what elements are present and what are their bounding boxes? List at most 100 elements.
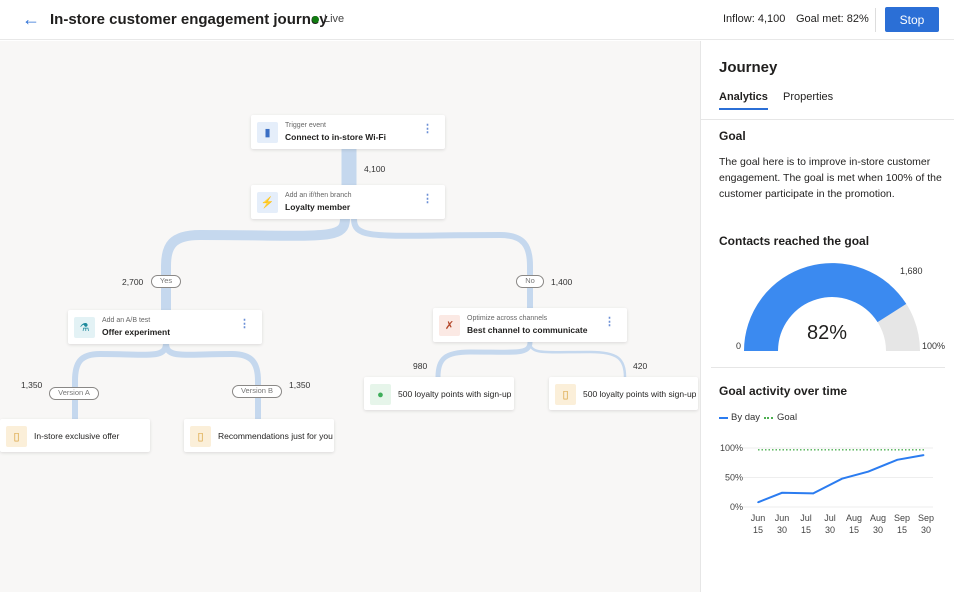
ab-test-node[interactable]: ⚗ Add an A/B test Offer experiment ⋮ [68, 310, 262, 344]
x-tick-label: 30 [921, 525, 931, 535]
magic-wand-icon: ✗ [439, 315, 460, 336]
x-tick-label: Aug [846, 513, 862, 523]
count-yes: 2,700 [122, 277, 144, 287]
x-tick-label: 15 [897, 525, 907, 535]
x-tick-label: 15 [849, 525, 859, 535]
journey-panel: Journey Analytics Properties Goal The go… [700, 41, 954, 592]
divider [875, 8, 876, 32]
live-status-dot-icon [312, 16, 319, 23]
trigger-node[interactable]: ▮ Trigger event Connect to in-store Wi-F… [251, 115, 445, 149]
leaf-mobile-loyalty[interactable]: ▯ 500 loyalty points with sign-up [549, 377, 698, 410]
node-subtitle: Trigger event [285, 122, 326, 129]
x-tick-label: 30 [873, 525, 883, 535]
goal-gauge [744, 263, 920, 352]
pill-no: No [516, 275, 544, 288]
lightning-icon: ⚡ [257, 192, 278, 213]
gauge-min: 0 [736, 341, 742, 351]
gauge-fill [744, 263, 907, 352]
mobile-icon: ▯ [555, 384, 576, 405]
stop-button[interactable]: Stop [885, 7, 939, 32]
activity-heading: Goal activity over time [719, 384, 848, 398]
page-title: In-store customer engagement journey [50, 11, 328, 28]
series-by-day [757, 454, 924, 504]
node-title: 500 loyalty points with sign-up [398, 389, 512, 399]
leaf-recommendations[interactable]: ▯ Recommendations just for you [184, 419, 334, 452]
count-no: 1,400 [551, 277, 573, 287]
legend-by-day-swatch [719, 417, 728, 419]
y-tick-label: 50% [725, 473, 743, 483]
more-options-icon[interactable]: ⋮ [239, 318, 250, 330]
chat-bubble-icon: ● [370, 384, 391, 405]
connector-yes [161, 218, 350, 310]
x-tick-label: Jul [824, 513, 836, 523]
legend-goal-swatch [764, 417, 773, 419]
branch-node[interactable]: ⚡ Add an if/then branch Loyalty member ⋮ [251, 185, 445, 219]
mobile-icon: ▯ [190, 426, 211, 447]
goal-activity-chart: 100% 50% 0% Jun 15 Jun 30 Jul 15 Jul 30 Aug 15 Aug 30 S… [720, 443, 934, 535]
more-options-icon[interactable]: ⋮ [422, 123, 433, 135]
data-point [841, 477, 843, 480]
legend-by-day: By day [731, 412, 761, 423]
connector-channel-2 [528, 341, 627, 378]
node-title: In-store exclusive offer [34, 431, 120, 441]
more-options-icon[interactable]: ⋮ [604, 316, 615, 328]
x-tick-label: Sep [918, 513, 934, 523]
count-main: 4,100 [364, 164, 386, 174]
x-tick-label: Sep [894, 513, 910, 523]
header: ← In-store customer engagement journey L… [0, 0, 954, 40]
node-title: Recommendations just for you [218, 431, 333, 441]
y-tick-label: 100% [720, 443, 743, 453]
flask-icon: ⚗ [74, 317, 95, 338]
x-tick-label: 30 [777, 525, 787, 535]
count-version-b: 1,350 [289, 380, 311, 390]
leaf-chat-loyalty[interactable]: ● 500 loyalty points with sign-up [364, 377, 514, 410]
more-options-icon[interactable]: ⋮ [422, 193, 433, 205]
node-title: 500 loyalty points with sign-up [583, 389, 697, 399]
x-tick-label: Aug [870, 513, 886, 523]
connector-channel-1 [435, 341, 533, 378]
node-subtitle: Add an A/B test [102, 317, 151, 324]
tab-analytics[interactable]: Analytics [719, 91, 768, 110]
journey-canvas[interactable]: ▮ Trigger event Connect to in-store Wi-F… [0, 41, 700, 592]
pill-version-a: Version A [49, 387, 99, 400]
x-tick-label: 15 [801, 525, 811, 535]
count-version-a: 1,350 [21, 380, 43, 390]
optimize-node[interactable]: ✗ Optimize across channels Best channel … [433, 308, 627, 342]
wifi-door-icon: ▮ [257, 122, 278, 143]
gauge-target: 1,680 [900, 266, 923, 276]
goal-heading: Goal [719, 129, 746, 143]
count-channel-2: 420 [633, 361, 648, 371]
node-title: Best channel to communicate [467, 325, 588, 335]
legend-goal: Goal [777, 412, 798, 423]
count-channel-1: 980 [413, 361, 428, 371]
node-title: Loyalty member [285, 202, 351, 212]
data-point [867, 470, 870, 473]
goal-met-stat: Goal met: 82% [796, 13, 869, 25]
mobile-icon: ▯ [6, 426, 27, 447]
contacts-heading: Contacts reached the goal [719, 234, 870, 248]
leaf-in-store-offer[interactable]: ▯ In-store exclusive offer [0, 419, 150, 452]
divider [701, 119, 954, 120]
gauge-max: 100% [922, 341, 946, 351]
status-badge: Live [324, 13, 345, 25]
pill-version-b: Version B [232, 385, 282, 398]
connector-no [351, 218, 533, 308]
data-point [922, 454, 925, 456]
x-tick-label: Jun [751, 513, 766, 523]
flow-connectors [72, 149, 627, 419]
node-title: Connect to in-store Wi-Fi [285, 132, 386, 142]
back-arrow-icon[interactable]: ← [22, 9, 40, 29]
node-subtitle: Optimize across channels [467, 315, 548, 322]
x-tick-label: Jun [775, 513, 790, 523]
inflow-stat: Inflow: 4,100 [723, 13, 786, 25]
data-point [896, 459, 898, 461]
y-tick-label: 0% [730, 502, 743, 512]
goal-description: The goal here is to improve in-store cus… [719, 156, 942, 200]
data-point [757, 501, 759, 504]
pill-yes: Yes [151, 275, 181, 288]
x-tick-label: 15 [753, 525, 763, 535]
node-subtitle: Add an if/then branch [285, 192, 352, 199]
gauge-value: 82% [807, 322, 848, 344]
panel-title: Journey [719, 59, 778, 76]
tab-properties[interactable]: Properties [783, 91, 834, 103]
